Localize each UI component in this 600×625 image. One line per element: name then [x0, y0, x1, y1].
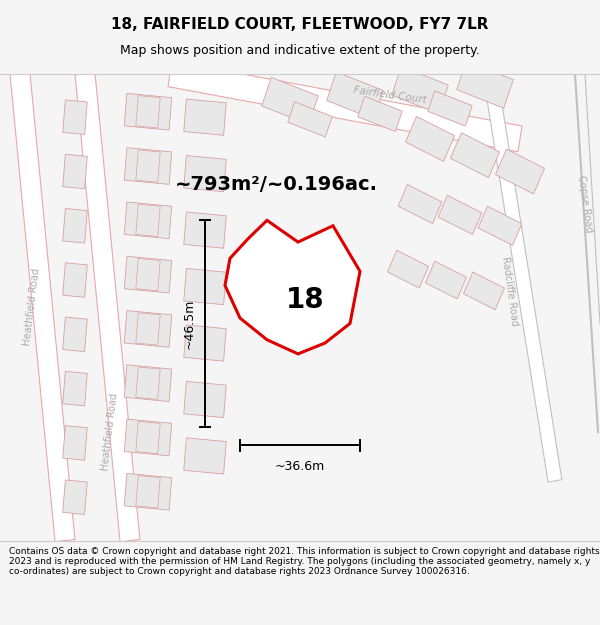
Polygon shape [463, 272, 505, 310]
Polygon shape [75, 72, 140, 542]
Polygon shape [136, 312, 160, 345]
Polygon shape [136, 367, 160, 399]
Polygon shape [457, 61, 513, 108]
Text: Heathfield Road: Heathfield Road [22, 268, 42, 347]
Polygon shape [288, 102, 332, 137]
Polygon shape [63, 371, 87, 406]
Polygon shape [483, 72, 562, 482]
Polygon shape [392, 66, 448, 114]
Polygon shape [225, 221, 360, 354]
Polygon shape [451, 132, 500, 178]
Polygon shape [428, 91, 472, 126]
Text: Map shows position and indicative extent of the property.: Map shows position and indicative extent… [120, 44, 480, 57]
Text: ~46.5m: ~46.5m [183, 298, 196, 349]
Polygon shape [136, 96, 160, 128]
Text: 18: 18 [286, 286, 325, 314]
Polygon shape [398, 184, 442, 224]
Text: ~793m²/~0.196ac.: ~793m²/~0.196ac. [175, 175, 378, 194]
Polygon shape [124, 256, 172, 293]
Polygon shape [406, 116, 455, 161]
Polygon shape [478, 206, 522, 245]
Polygon shape [438, 196, 482, 234]
Polygon shape [63, 480, 87, 514]
Polygon shape [63, 100, 87, 134]
Polygon shape [63, 209, 87, 243]
Polygon shape [136, 476, 160, 508]
Polygon shape [136, 150, 160, 182]
Polygon shape [124, 473, 172, 510]
Polygon shape [184, 381, 226, 418]
Polygon shape [168, 61, 522, 152]
Polygon shape [124, 311, 172, 348]
Polygon shape [63, 426, 87, 460]
Text: 18, FAIRFIELD COURT, FLEETWOOD, FY7 7LR: 18, FAIRFIELD COURT, FLEETWOOD, FY7 7LR [111, 17, 489, 32]
Text: Radcliffe Road: Radcliffe Road [500, 256, 520, 326]
Text: Fairfield Court: Fairfield Court [353, 86, 427, 106]
Text: Copse Road: Copse Road [576, 175, 594, 233]
Polygon shape [184, 438, 226, 474]
Polygon shape [184, 325, 226, 361]
Polygon shape [496, 149, 545, 194]
Text: Contains OS data © Crown copyright and database right 2021. This information is : Contains OS data © Crown copyright and d… [9, 546, 599, 576]
Polygon shape [425, 261, 467, 299]
Polygon shape [63, 317, 87, 352]
Text: ~36.6m: ~36.6m [275, 460, 325, 473]
Polygon shape [184, 269, 226, 304]
Polygon shape [184, 156, 226, 192]
Polygon shape [262, 78, 318, 124]
Polygon shape [358, 96, 402, 131]
Polygon shape [327, 72, 383, 119]
Polygon shape [184, 99, 226, 135]
Text: Heathfield Road: Heathfield Road [100, 392, 120, 471]
Polygon shape [124, 202, 172, 239]
Polygon shape [124, 148, 172, 184]
Polygon shape [124, 93, 172, 130]
Polygon shape [136, 258, 160, 291]
Polygon shape [136, 421, 160, 454]
Polygon shape [124, 419, 172, 456]
Polygon shape [63, 262, 87, 298]
Polygon shape [136, 204, 160, 236]
Polygon shape [124, 365, 172, 401]
Polygon shape [10, 72, 75, 542]
Polygon shape [388, 251, 428, 288]
Polygon shape [184, 212, 226, 248]
Polygon shape [63, 154, 87, 189]
